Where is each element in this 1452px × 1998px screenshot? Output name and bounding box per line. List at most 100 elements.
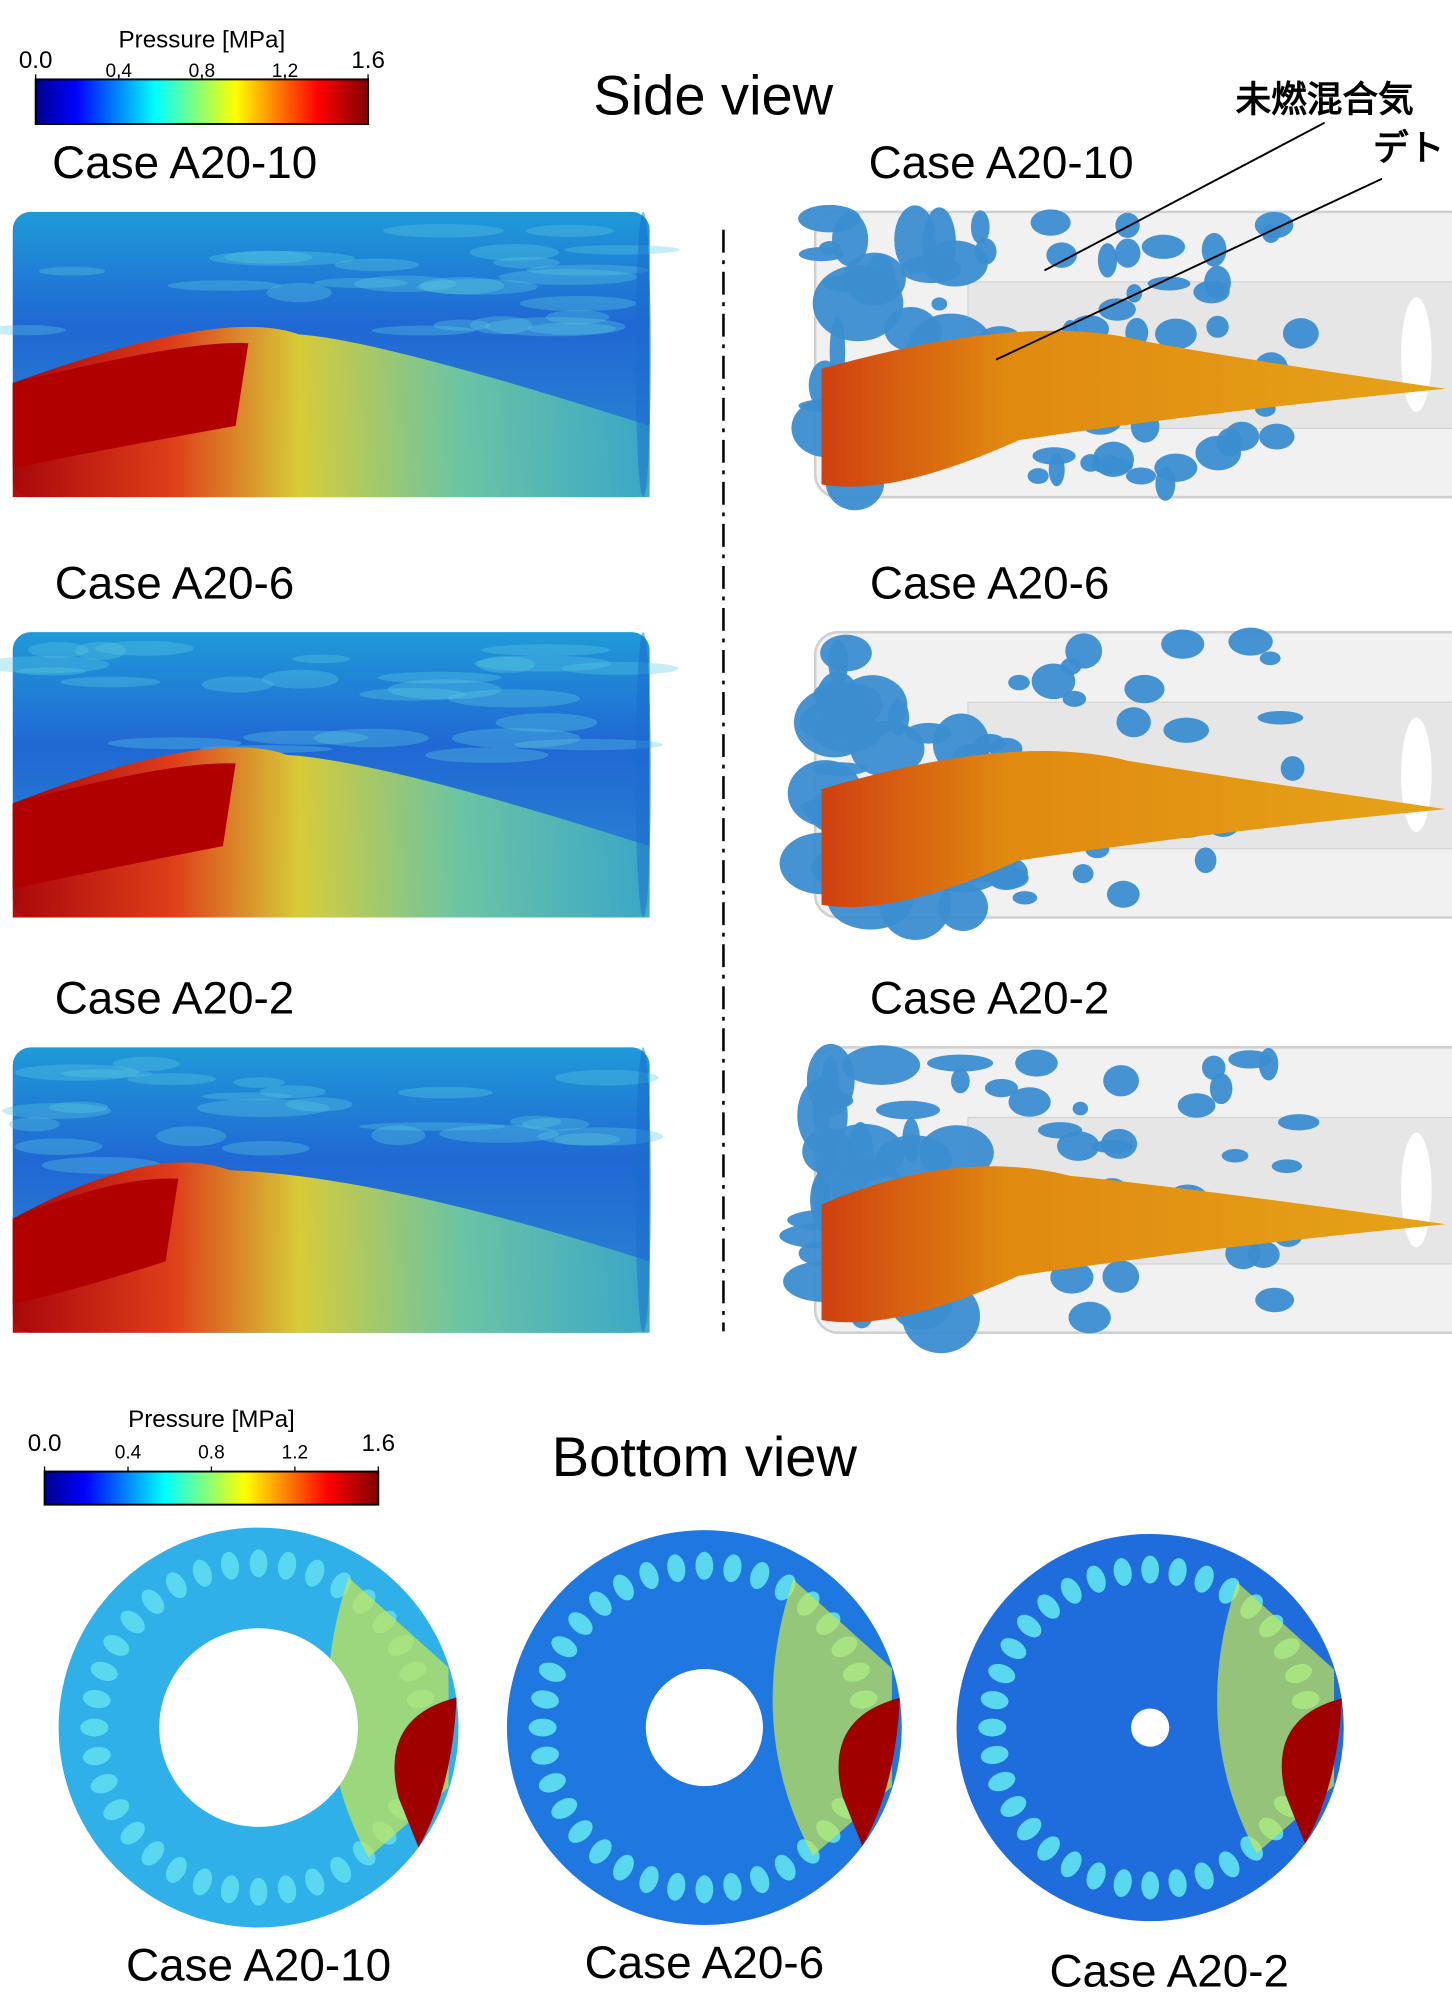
flow-streak [378,672,502,684]
tube-end [1401,1133,1432,1248]
flow-streak [156,1126,226,1146]
bottom-panel [507,1530,902,1925]
flow-streak [262,670,339,689]
inner-wall [1131,1708,1169,1746]
flow-streak [222,1141,310,1155]
unburned-mixture [1278,1114,1319,1130]
flow-streak [168,280,282,291]
unburned-mixture [1272,1159,1302,1173]
unburned-mixture [1195,847,1217,873]
cylinder-end [636,212,651,497]
flow-streak [448,689,580,707]
colorbar-title: Pressure [MPa] [128,1406,295,1433]
unburned-mixture [1259,424,1295,450]
flow-streak [2,1103,111,1119]
unburned-mixture [1107,881,1140,908]
section-title: Bottom view [552,1425,858,1488]
colorbar-tick-label: 0.8 [198,1443,225,1464]
unburned-mixture [1260,652,1281,666]
flow-streak [260,1085,326,1098]
unburned-mixture [1101,1129,1137,1159]
flow-streak [286,1098,353,1112]
unburned-mixture [842,1045,920,1085]
unburned-mixture [1126,468,1156,485]
colorbar-tick-label: 0.0 [28,1430,62,1457]
flow-streak [334,258,419,271]
injector-jet [978,1719,1006,1737]
colorbar [36,79,368,124]
case-label: Case A20-10 [126,1938,391,1990]
unburned-mixture [1283,318,1319,348]
isosurface-panel [791,205,1452,510]
case-label: Case A20-2 [55,972,295,1024]
unburned-mixture [1116,707,1150,737]
colorbar-tick-label: 1.2 [282,1443,309,1464]
unburned-mixture [1115,239,1140,268]
flow-streak [526,265,649,276]
unburned-mixture [1217,428,1243,456]
unburned-mixture [1032,447,1075,464]
unburned-mixture [1142,235,1185,259]
flow-streak [113,1057,180,1071]
injector-jet [529,1719,557,1737]
unburned-mixture [1057,1131,1099,1160]
pressure-panel [2,1047,663,1332]
unburned-mixture [1073,1102,1088,1116]
unburned-mixture [1013,891,1038,904]
tube-end [1401,718,1432,833]
flow-streak [452,728,580,748]
unburned-mixture [1008,1087,1050,1116]
unburned-mixture [843,253,906,306]
case-label: Case A20-10 [869,136,1134,188]
flow-streak [293,655,351,664]
annotation: デト [1373,128,1444,168]
unburned-mixture [1091,457,1133,474]
flow-streak [520,296,637,311]
unburned-mixture [932,297,948,310]
colorbar-title: Pressure [MPa] [119,27,286,54]
unburned-mixture [1163,718,1209,743]
flow-streak [397,1087,492,1099]
flow-streak [510,1116,561,1128]
unburned-mixture [1098,243,1117,277]
unburned-mixture [1115,213,1139,238]
colorbar-tick-label: 0.4 [105,61,132,82]
unburned-mixture [1281,756,1305,781]
flow-streak [16,668,87,676]
inner-wall [159,1628,358,1827]
flow-streak [108,737,242,749]
flow-streak [9,1117,60,1131]
unburned-mixture [1206,316,1228,338]
case-label: Case A20-6 [870,556,1110,608]
unburned-mixture [1193,281,1229,304]
injector-jet [250,1549,268,1577]
unburned-mixture [1124,675,1164,703]
case-label: Case A20-10 [52,136,317,188]
flow-streak [314,729,429,748]
flow-streak [564,245,679,254]
injector-jet [250,1878,268,1906]
colorbar-tick-label: 1.2 [272,61,299,82]
cylinder-end [636,632,651,917]
page: { "side_view": { "title": "Side view", "… [0,0,1452,1998]
colorbar-tick-label: 0.0 [19,47,53,74]
flow-streak [481,644,610,656]
unburned-mixture [1161,630,1204,659]
colorbar [45,1472,379,1505]
injector-jet [1141,1556,1159,1584]
unburned-mixture [901,256,961,283]
case-label: Case A20-6 [55,556,295,608]
unburned-mixture [1258,711,1304,725]
cylinder-end [636,1047,651,1332]
unburned-mixture [837,675,907,736]
bottom-panel [59,1528,459,1928]
colorbar-tick-label: 1.6 [351,47,385,74]
unburned-mixture [1102,1260,1139,1293]
unburned-mixture [1008,675,1030,690]
isosurface-panel [779,1044,1452,1353]
injector-jet [1141,1871,1159,1899]
unburned-mixture [1028,468,1049,484]
inner-wall [646,1669,763,1786]
unburned-mixture [975,238,997,265]
flow-streak [39,267,106,276]
